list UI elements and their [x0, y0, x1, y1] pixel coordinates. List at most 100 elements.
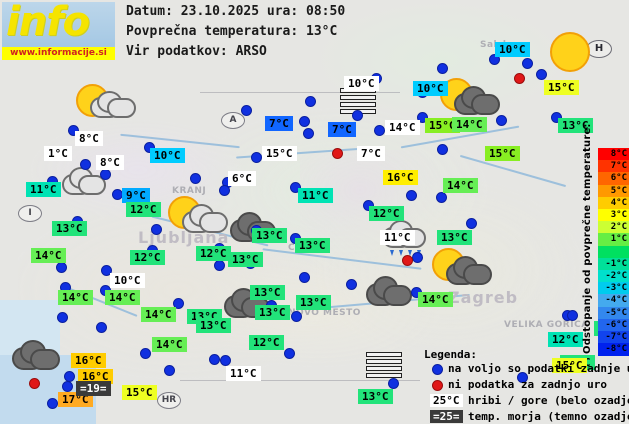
station-dot[interactable]	[190, 173, 201, 184]
station-temperature-chip[interactable]: 13°C	[358, 389, 393, 404]
station-temperature-chip[interactable]: 11°C	[380, 230, 415, 245]
station-temperature-chip[interactable]: 15°C	[262, 146, 297, 161]
station-dot[interactable]	[101, 265, 112, 276]
station-dot[interactable]	[214, 260, 225, 271]
station-temperature-chip[interactable]: 14°C	[452, 117, 487, 132]
station-temperature-chip[interactable]: 15°C	[552, 358, 587, 373]
station-dot[interactable]	[417, 112, 428, 123]
station-temperature-chip[interactable]: 6°C	[228, 171, 256, 186]
station-temperature-chip[interactable]: 15°C	[425, 118, 460, 133]
station-temperature-chip[interactable]: 12°C	[130, 250, 165, 265]
station-dot[interactable]	[68, 125, 79, 136]
station-dot[interactable]	[412, 252, 423, 263]
station-dot[interactable]	[437, 63, 448, 74]
station-temperature-chip[interactable]: 16°C	[78, 369, 113, 384]
station-temperature-chip[interactable]: 13°C	[296, 295, 331, 310]
station-temperature-chip[interactable]: 16°C	[383, 170, 418, 185]
station-temperature-chip[interactable]: 10°C	[495, 42, 530, 57]
station-temperature-chip[interactable]: 13°C	[255, 305, 290, 320]
station-dot[interactable]	[346, 279, 357, 290]
station-temperature-chip[interactable]: 16°C	[71, 353, 106, 368]
station-temperature-chip[interactable]: 10°C	[150, 148, 185, 163]
station-temperature-chip[interactable]: 8°C	[96, 155, 124, 170]
station-dot[interactable]	[305, 96, 316, 107]
station-dot[interactable]	[437, 144, 448, 155]
station-dot[interactable]	[219, 185, 230, 196]
station-temperature-chip[interactable]: 8°C	[75, 131, 103, 146]
station-dot[interactable]	[173, 298, 184, 309]
station-temperature-chip[interactable]: 1°C	[44, 146, 72, 161]
station-temperature-chip[interactable]: 12°C	[126, 202, 161, 217]
sea-temperature-chip[interactable]: =19=	[76, 381, 111, 396]
station-temperature-chip[interactable]: 14°C	[141, 307, 176, 322]
station-temperature-chip[interactable]: 13°C	[250, 285, 285, 300]
station-temperature-chip[interactable]: 14°C	[443, 178, 478, 193]
station-dot[interactable]	[522, 58, 533, 69]
station-dot[interactable]	[220, 355, 231, 366]
station-temperature-chip[interactable]: 7°C	[357, 146, 385, 161]
site-logo[interactable]: info www.informacije.si	[2, 2, 115, 60]
station-temperature-chip[interactable]: 13°C	[252, 228, 287, 243]
station-temperature-chip[interactable]: 13°C	[437, 230, 472, 245]
station-dot[interactable]	[536, 69, 547, 80]
station-dot-no-data[interactable]	[402, 255, 413, 266]
station-temperature-chip[interactable]: 14°C	[385, 120, 420, 135]
station-temperature-chip[interactable]: 12°C	[369, 206, 404, 221]
station-dot[interactable]	[436, 192, 447, 203]
station-dot[interactable]	[164, 365, 175, 376]
station-temperature-chip[interactable]: 13°C	[295, 238, 330, 253]
station-dot[interactable]	[363, 200, 374, 211]
station-dot[interactable]	[388, 378, 399, 389]
station-temperature-chip[interactable]: 15°C	[544, 80, 579, 95]
station-temperature-chip[interactable]: 12°C	[548, 332, 583, 347]
station-dot[interactable]	[241, 105, 252, 116]
station-dot[interactable]	[352, 110, 363, 121]
station-temperature-chip[interactable]: 13°C	[52, 221, 87, 236]
station-temperature-chip[interactable]: 7°C	[265, 116, 293, 131]
station-dot-no-data[interactable]	[29, 378, 40, 389]
station-dot[interactable]	[209, 354, 220, 365]
station-dot[interactable]	[299, 116, 310, 127]
station-temperature-chip[interactable]: 15°C	[485, 146, 520, 161]
station-dot[interactable]	[303, 128, 314, 139]
station-dot[interactable]	[406, 190, 417, 201]
station-temperature-chip[interactable]: 13°C	[558, 118, 593, 133]
station-temperature-chip[interactable]: 14°C	[31, 248, 66, 263]
station-temperature-chip[interactable]: 11°C	[226, 366, 261, 381]
station-temperature-chip[interactable]: 14°C	[105, 290, 140, 305]
station-dot[interactable]	[567, 310, 578, 321]
station-temperature-chip[interactable]: 13°C	[196, 318, 231, 333]
station-dot[interactable]	[47, 398, 58, 409]
station-dot[interactable]	[290, 182, 301, 193]
station-dot[interactable]	[374, 125, 385, 136]
station-dot[interactable]	[551, 112, 562, 123]
station-temperature-chip[interactable]: 10°C	[344, 76, 379, 91]
station-temperature-chip[interactable]: 9°C	[122, 188, 150, 203]
station-dot[interactable]	[251, 152, 262, 163]
station-dot[interactable]	[57, 312, 68, 323]
station-dot[interactable]	[291, 311, 302, 322]
station-temperature-chip[interactable]: 10°C	[413, 81, 448, 96]
station-temperature-chip[interactable]: 15°C	[122, 385, 157, 400]
station-dot[interactable]	[466, 218, 477, 229]
station-dot[interactable]	[62, 381, 73, 392]
station-dot[interactable]	[80, 159, 91, 170]
station-dot[interactable]	[144, 142, 155, 153]
station-temperature-chip[interactable]: 14°C	[152, 337, 187, 352]
station-temperature-chip[interactable]: 12°C	[196, 246, 231, 261]
station-dot[interactable]	[140, 348, 151, 359]
station-temperature-chip[interactable]: 10°C	[110, 273, 145, 288]
station-dot[interactable]	[151, 224, 162, 235]
station-dot[interactable]	[100, 169, 111, 180]
station-dot[interactable]	[489, 54, 500, 65]
station-temperature-chip[interactable]: 14°C	[58, 290, 93, 305]
station-temperature-chip[interactable]: 11°C	[298, 188, 333, 203]
station-dot[interactable]	[496, 115, 507, 126]
station-dot[interactable]	[299, 272, 310, 283]
station-temperature-chip[interactable]: 11°C	[26, 182, 61, 197]
station-dot[interactable]	[56, 262, 67, 273]
station-dot[interactable]	[517, 372, 528, 383]
station-dot-no-data[interactable]	[332, 148, 343, 159]
station-dot[interactable]	[284, 348, 295, 359]
station-temperature-chip[interactable]: 7°C	[328, 122, 356, 137]
